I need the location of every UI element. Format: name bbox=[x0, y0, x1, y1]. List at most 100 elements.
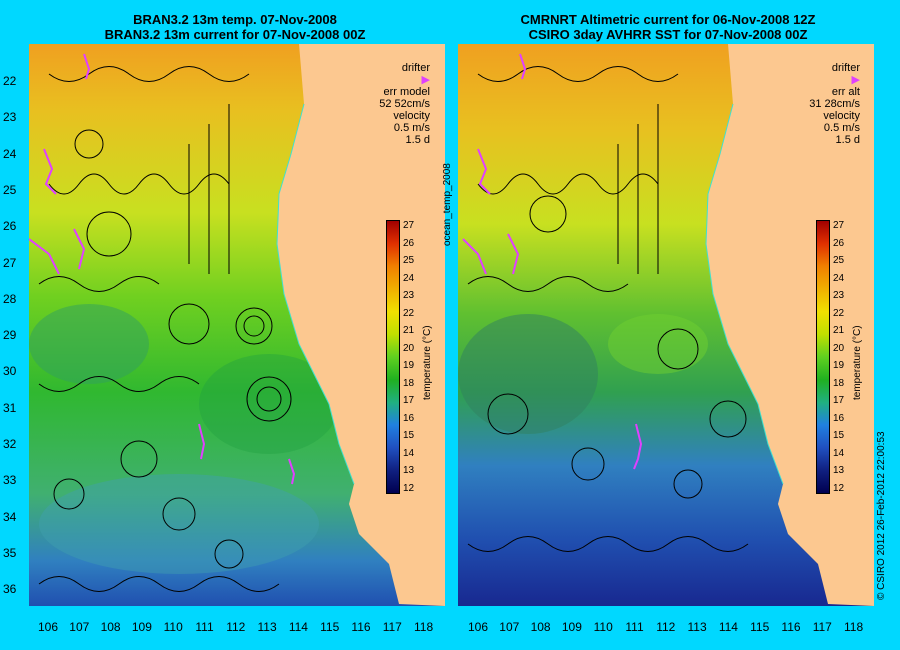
left-legend: drifter ▶ err model 52 52cm/s velocity 0… bbox=[320, 62, 430, 146]
colorbar-tick-label: 19 bbox=[833, 360, 845, 371]
left-colorbar-label: temperature (°C) bbox=[422, 325, 433, 400]
right-legend-err-value: 31 28cm/s bbox=[809, 98, 860, 110]
drifter-arrow-icon: ▶ bbox=[421, 74, 430, 86]
x-tick-label: 106 bbox=[37, 620, 59, 634]
left-title-line1: BRAN3.2 13m temp. 07-Nov-2008 bbox=[133, 12, 337, 27]
colorbar-tick-label: 27 bbox=[833, 220, 845, 231]
left-land-mass bbox=[277, 44, 445, 606]
colorbar-tick-label: 20 bbox=[833, 342, 845, 354]
y-tick-label: 34 bbox=[3, 509, 17, 524]
y-tick-label: 32 bbox=[3, 437, 17, 451]
colorbar-tick-label: 25 bbox=[403, 255, 415, 266]
right-legend: drifter ▶ err alt 31 28cm/s velocity 0.5… bbox=[750, 62, 860, 146]
colorbar-tick-label: 18 bbox=[833, 377, 845, 389]
colorbar-tick-label: 16 bbox=[833, 412, 845, 424]
colorbar-tick-label: 22 bbox=[403, 307, 415, 319]
x-tick-label: 110 bbox=[593, 620, 613, 634]
y-tick-label: 26 bbox=[3, 219, 17, 234]
x-tick-label: 118 bbox=[414, 620, 434, 634]
x-tick-label: 116 bbox=[781, 620, 801, 634]
colorbar-tick-label: 14 bbox=[833, 447, 845, 459]
colorbar-tick-label: 23 bbox=[833, 290, 845, 301]
x-tick-label: 111 bbox=[625, 620, 644, 634]
colorbar-tick-label: 26 bbox=[403, 237, 415, 249]
x-tick-label: 112 bbox=[656, 620, 676, 634]
colorbar-tick-label: 13 bbox=[403, 465, 415, 476]
colorbar-tick-label: 26 bbox=[833, 237, 845, 249]
colorbar-tick-label: 19 bbox=[403, 360, 415, 371]
x-tick-label: 118 bbox=[844, 620, 864, 634]
x-tick-label: 109 bbox=[131, 620, 152, 634]
colorbar-tick-label: 25 bbox=[833, 255, 845, 266]
right-colorbar bbox=[816, 220, 830, 494]
y-tick-label: 30 bbox=[3, 364, 17, 379]
colorbar-tick-label: 22 bbox=[833, 307, 845, 319]
x-tick-label: 117 bbox=[812, 620, 832, 634]
x-tick-label: 107 bbox=[499, 620, 520, 634]
side-label: ocean_temp_2008 bbox=[442, 163, 453, 246]
colorbar-tick-label: 23 bbox=[403, 290, 415, 301]
left-legend-err-value: 52 52cm/s bbox=[379, 98, 430, 110]
x-tick-label: 117 bbox=[382, 620, 402, 634]
left-title-line2: BRAN3.2 13m current for 07-Nov-2008 00Z bbox=[104, 27, 366, 42]
y-tick-label: 29 bbox=[3, 328, 17, 343]
y-tick-label: 27 bbox=[3, 255, 17, 270]
right-title-line2: CSIRO 3day AVHRR SST for 07-Nov-2008 00Z bbox=[528, 27, 808, 42]
x-tick-label: 113 bbox=[687, 620, 707, 634]
right-map bbox=[458, 44, 874, 606]
x-tick-label: 108 bbox=[100, 620, 121, 634]
colorbar-tick-label: 24 bbox=[403, 272, 415, 284]
colorbar-tick-label: 13 bbox=[833, 465, 845, 476]
x-tick-label: 108 bbox=[530, 620, 551, 634]
x-tick-label: 113 bbox=[257, 620, 277, 634]
y-tick-label: 25 bbox=[3, 182, 17, 197]
right-land-mass bbox=[706, 44, 874, 606]
right-legend-drifter: drifter bbox=[831, 62, 860, 74]
colorbar-tick-label: 20 bbox=[403, 342, 415, 354]
colorbar-tick-label: 17 bbox=[403, 395, 415, 406]
left-legend-drifter: drifter bbox=[401, 62, 430, 74]
x-tick-label: 106 bbox=[467, 620, 489, 634]
left-legend-err: err model bbox=[383, 86, 430, 98]
colorbar-tick-label: 15 bbox=[403, 430, 415, 441]
colorbar-tick-label: 21 bbox=[833, 325, 845, 336]
y-tick-label: 33 bbox=[3, 473, 17, 488]
x-tick-label: 107 bbox=[69, 620, 90, 634]
x-tick-label: 112 bbox=[226, 620, 246, 634]
x-tick-label: 111 bbox=[195, 620, 214, 634]
right-colorbar-label: temperature (°C) bbox=[852, 325, 863, 400]
right-legend-days: 1.5 d bbox=[835, 134, 860, 146]
colorbar-tick-label: 12 bbox=[403, 482, 415, 494]
y-tick-label: 23 bbox=[3, 110, 17, 125]
left-map bbox=[29, 44, 445, 606]
colorbar-tick-label: 18 bbox=[403, 377, 415, 389]
x-tick-label: 115 bbox=[320, 620, 340, 634]
left-legend-velocity: velocity bbox=[393, 110, 430, 122]
y-tick-label: 35 bbox=[3, 545, 17, 560]
left-legend-days: 1.5 d bbox=[405, 134, 430, 146]
y-tick-label: 24 bbox=[3, 146, 17, 161]
y-tick-label: 31 bbox=[3, 400, 17, 415]
x-tick-label: 114 bbox=[288, 620, 308, 634]
right-title: CMRNRT Altimetric current for 06-Nov-200… bbox=[458, 12, 878, 42]
drifter-arrow-icon: ▶ bbox=[851, 74, 860, 86]
colorbar-tick-label: 17 bbox=[833, 395, 845, 406]
x-tick-label: 114 bbox=[718, 620, 738, 634]
left-drifter-tracks bbox=[29, 53, 296, 485]
left-title: BRAN3.2 13m temp. 07-Nov-2008 BRAN3.2 13… bbox=[30, 12, 440, 42]
right-legend-velocity: velocity bbox=[823, 110, 860, 122]
right-drifter-tracks bbox=[462, 53, 643, 470]
x-tick-label: 116 bbox=[351, 620, 371, 634]
x-tick-label: 115 bbox=[750, 620, 770, 634]
colorbar-tick-label: 12 bbox=[833, 482, 845, 494]
colorbar-tick-label: 14 bbox=[403, 447, 415, 459]
right-legend-speed: 0.5 m/s bbox=[823, 122, 860, 134]
right-title-line1: CMRNRT Altimetric current for 06-Nov-200… bbox=[520, 12, 816, 27]
right-legend-err: err alt bbox=[831, 86, 860, 98]
colorbar-tick-label: 21 bbox=[403, 325, 415, 336]
left-colorbar bbox=[386, 220, 400, 494]
left-legend-speed: 0.5 m/s bbox=[393, 122, 430, 134]
y-tick-label: 28 bbox=[3, 291, 17, 306]
colorbar-tick-label: 15 bbox=[833, 430, 845, 441]
colorbar-tick-label: 24 bbox=[833, 272, 845, 284]
